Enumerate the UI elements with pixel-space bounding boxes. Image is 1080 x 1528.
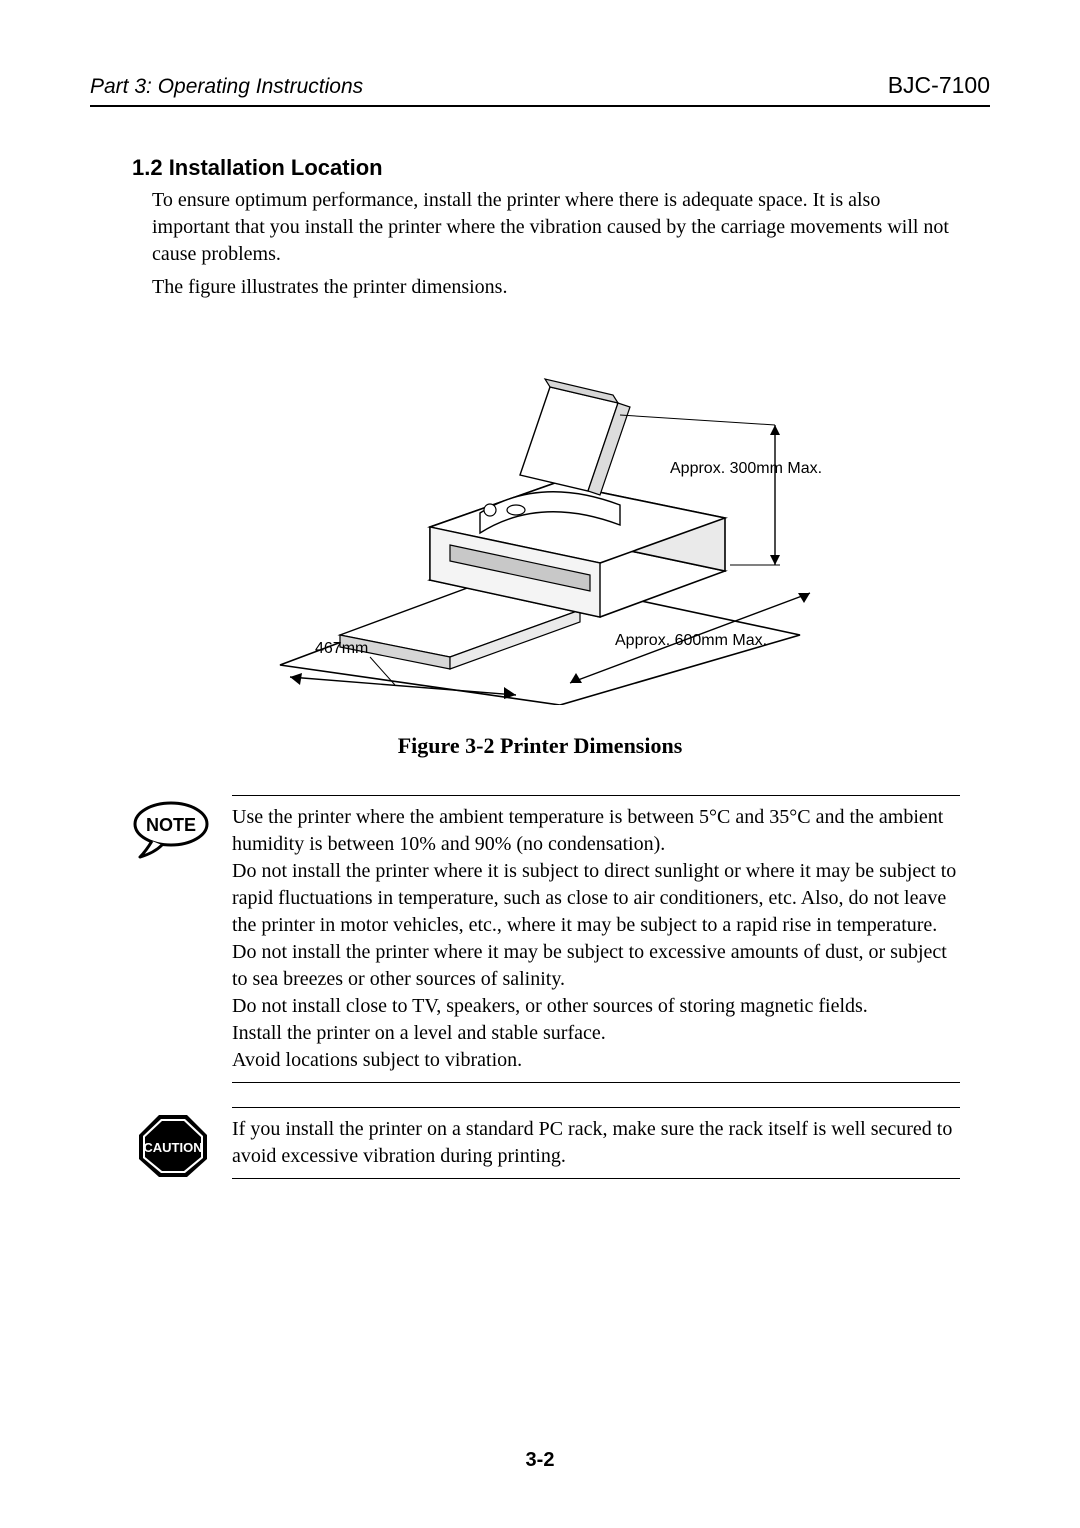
page-header: Part 3: Operating Instructions BJC-7100 [90, 72, 990, 107]
section-paragraph-1: To ensure optimum performance, install t… [152, 187, 960, 268]
section-heading: 1.2 Installation Location [132, 155, 990, 181]
section-paragraph-2: The figure illustrates the printer dimen… [152, 274, 960, 301]
printer-dimensions-figure: Approx. 300mm Max. Approx. 600mm Max. 46… [220, 335, 860, 705]
note-text: Use the printer where the ambient temper… [232, 795, 960, 1083]
caution-icon: CAUTION [132, 1107, 214, 1186]
note-label: NOTE [146, 815, 196, 835]
figure-wrap: Approx. 300mm Max. Approx. 600mm Max. 46… [90, 335, 990, 705]
note-p2: Do not install the printer where it is s… [232, 858, 960, 939]
caution-callout: CAUTION If you install the printer on a … [132, 1107, 960, 1186]
dim-label-height: Approx. 300mm Max. [670, 460, 822, 477]
note-p5: Install the printer on a level and stabl… [232, 1020, 960, 1047]
figure-caption: Figure 3-2 Printer Dimensions [90, 733, 990, 759]
note-callout: NOTE Use the printer where the ambient t… [132, 795, 960, 1083]
note-p3: Do not install the printer where it may … [232, 939, 960, 993]
header-left: Part 3: Operating Instructions [90, 75, 363, 99]
note-p4: Do not install close to TV, speakers, or… [232, 993, 960, 1020]
note-p6: Avoid locations subject to vibration. [232, 1047, 960, 1074]
note-p1: Use the printer where the ambient temper… [232, 804, 960, 858]
page: Part 3: Operating Instructions BJC-7100 … [0, 0, 1080, 1528]
caution-label: CAUTION [143, 1140, 202, 1155]
note-icon: NOTE [132, 795, 214, 866]
page-number: 3-2 [0, 1449, 1080, 1472]
header-right: BJC-7100 [888, 72, 990, 99]
dim-label-depth: Approx. 600mm Max. [615, 632, 767, 649]
dim-label-width: 467mm [315, 640, 368, 657]
caution-text: If you install the printer on a standard… [232, 1107, 960, 1179]
